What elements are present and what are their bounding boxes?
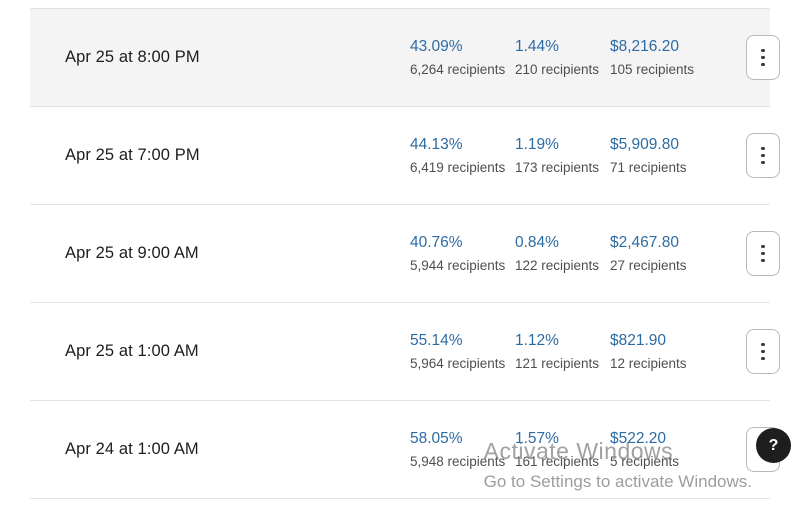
- revenue-cell: $2,467.80 27 recipients: [610, 234, 730, 273]
- open-rate-link[interactable]: 55.14%: [410, 332, 463, 349]
- open-rate-cell: 40.76% 5,944 recipients: [410, 234, 515, 273]
- revenue-link[interactable]: $5,909.80: [610, 136, 679, 153]
- click-rate-link[interactable]: 1.44%: [515, 38, 559, 55]
- row-actions: [730, 329, 800, 374]
- revenue-recipients-label: 27 recipients: [610, 258, 687, 273]
- click-recipients-label: 122 recipients: [515, 258, 600, 273]
- click-rate-cell: 1.12% 121 recipients: [515, 332, 610, 371]
- click-rate-cell: 1.19% 173 recipients: [515, 136, 610, 175]
- help-button[interactable]: ?: [756, 428, 791, 463]
- row-menu-button[interactable]: [746, 133, 780, 178]
- revenue-recipients-label: 71 recipients: [610, 160, 687, 175]
- click-rate-link[interactable]: 1.19%: [515, 136, 559, 153]
- row-menu-button[interactable]: [746, 329, 780, 374]
- click-recipients-label: 173 recipients: [515, 160, 600, 175]
- open-rate-cell: 44.13% 6,419 recipients: [410, 136, 515, 175]
- revenue-cell: $8,216.20 105 recipients: [610, 38, 730, 77]
- open-recipients-label: 5,944 recipients: [410, 258, 506, 273]
- revenue-recipients-label: 105 recipients: [610, 62, 695, 77]
- click-rate-cell: 1.44% 210 recipients: [515, 38, 610, 77]
- open-rate-link[interactable]: 58.05%: [410, 430, 463, 447]
- revenue-cell: $5,909.80 71 recipients: [610, 136, 730, 175]
- table-row: Apr 25 at 8:00 PM 43.09% 6,264 recipient…: [30, 9, 780, 107]
- question-mark-icon: ?: [768, 436, 779, 454]
- open-rate-cell: 55.14% 5,964 recipients: [410, 332, 515, 371]
- click-rate-link[interactable]: 1.57%: [515, 430, 559, 447]
- table-row: Apr 25 at 1:00 AM 55.14% 5,964 recipient…: [30, 303, 780, 401]
- revenue-cell: $821.90 12 recipients: [610, 332, 730, 371]
- click-recipients-label: 121 recipients: [515, 356, 600, 371]
- row-actions: [730, 231, 800, 276]
- campaign-date: Apr 25 at 9:00 AM: [65, 244, 199, 262]
- table-row: Apr 24 at 1:00 AM 58.05% 5,948 recipient…: [30, 401, 780, 499]
- row-actions: [730, 133, 800, 178]
- click-rate-link[interactable]: 1.12%: [515, 332, 559, 349]
- open-rate-cell: 43.09% 6,264 recipients: [410, 38, 515, 77]
- kebab-icon: [761, 244, 765, 263]
- open-recipients-label: 6,419 recipients: [410, 160, 506, 175]
- open-rate-link[interactable]: 40.76%: [410, 234, 463, 251]
- kebab-icon: [761, 342, 765, 361]
- campaign-date: Apr 25 at 1:00 AM: [65, 342, 199, 360]
- click-rate-cell: 0.84% 122 recipients: [515, 234, 610, 273]
- revenue-cell: $522.20 5 recipients: [610, 430, 730, 469]
- click-rate-link[interactable]: 0.84%: [515, 234, 559, 251]
- kebab-icon: [761, 146, 765, 165]
- open-rate-cell: 58.05% 5,948 recipients: [410, 430, 515, 469]
- open-recipients-label: 5,964 recipients: [410, 356, 506, 371]
- open-recipients-label: 6,264 recipients: [410, 62, 506, 77]
- open-recipients-label: 5,948 recipients: [410, 454, 506, 469]
- row-menu-button[interactable]: [746, 35, 780, 80]
- campaign-date: Apr 25 at 8:00 PM: [65, 48, 200, 66]
- click-recipients-label: 161 recipients: [515, 454, 600, 469]
- click-rate-cell: 1.57% 161 recipients: [515, 430, 610, 469]
- revenue-recipients-label: 12 recipients: [610, 356, 687, 371]
- campaign-date: Apr 24 at 1:00 AM: [65, 440, 199, 458]
- revenue-link[interactable]: $821.90: [610, 332, 667, 349]
- table-row: Apr 25 at 9:00 AM 40.76% 5,944 recipient…: [30, 205, 780, 303]
- kebab-icon: [761, 48, 765, 67]
- row-actions: [730, 35, 800, 80]
- revenue-link[interactable]: $8,216.20: [610, 38, 679, 55]
- campaign-stats-table: Apr 25 at 8:00 PM 43.09% 6,264 recipient…: [30, 8, 780, 499]
- revenue-recipients-label: 5 recipients: [610, 454, 680, 469]
- revenue-link[interactable]: $522.20: [610, 430, 667, 447]
- click-recipients-label: 210 recipients: [515, 62, 600, 77]
- open-rate-link[interactable]: 43.09%: [410, 38, 463, 55]
- campaign-date: Apr 25 at 7:00 PM: [65, 146, 200, 164]
- row-menu-button[interactable]: [746, 231, 780, 276]
- revenue-link[interactable]: $2,467.80: [610, 234, 679, 251]
- open-rate-link[interactable]: 44.13%: [410, 136, 463, 153]
- table-row: Apr 25 at 7:00 PM 44.13% 6,419 recipient…: [30, 107, 780, 205]
